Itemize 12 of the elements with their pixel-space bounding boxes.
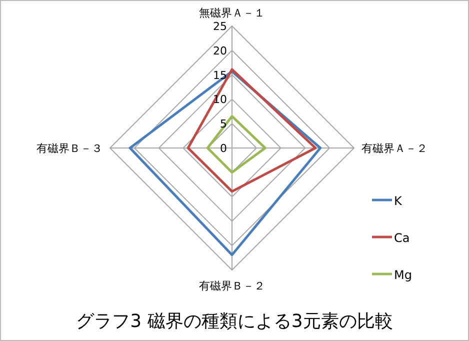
y-tick-label: 25 — [213, 20, 227, 33]
y-tick-label: 15 — [213, 68, 227, 82]
spoke-label: 無磁界Ａ－１ — [199, 6, 265, 20]
legend-label: K — [394, 194, 403, 208]
legend-label: Ca — [394, 231, 410, 245]
text: グラフ3 磁界の種類による3元素の比較 — [76, 311, 393, 332]
spoke-label: 有磁界Ａ－２ — [361, 142, 428, 155]
y-tick-label: 0 — [220, 142, 227, 155]
legend-label: Mg — [394, 268, 412, 282]
y-tick-label: 20 — [213, 44, 227, 58]
spoke-label: 有磁界Ｂ－３ — [36, 142, 103, 155]
spoke-label: 有磁界Ｂ－２ — [199, 279, 265, 292]
